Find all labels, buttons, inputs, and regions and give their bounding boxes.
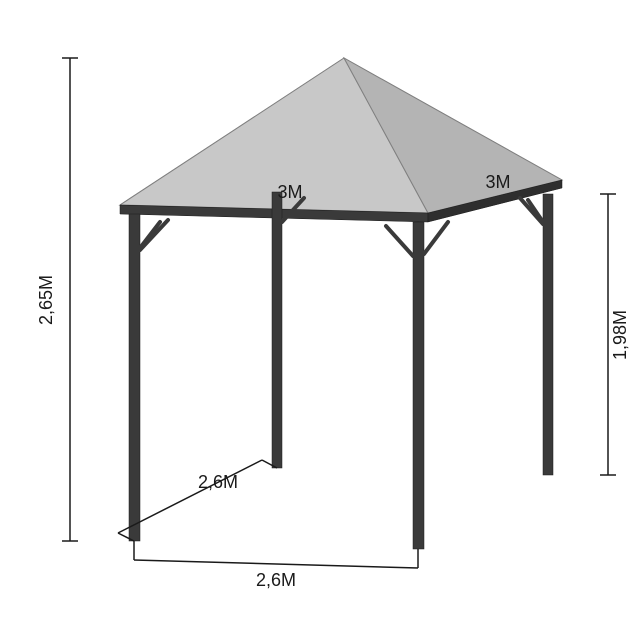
height-left-label: 2,65M — [36, 275, 56, 325]
post-front-right — [413, 222, 424, 549]
floor-front-label: 2,6M — [256, 570, 296, 590]
dim-floor — [118, 460, 418, 568]
post-back-right — [543, 194, 553, 475]
roof — [120, 58, 562, 222]
post-front-left — [129, 214, 140, 541]
post-back-left — [272, 192, 282, 468]
height-right-label: 1,98M — [610, 310, 630, 360]
dim-height-left — [62, 58, 78, 541]
floor-side-label: 2,6M — [198, 472, 238, 492]
roof-side-label: 3M — [485, 172, 510, 192]
roof-front-label: 3M — [277, 182, 302, 202]
gazebo-diagram: 3M 3M 2,65M 1,98M 2,6M 2,6M — [0, 0, 640, 640]
